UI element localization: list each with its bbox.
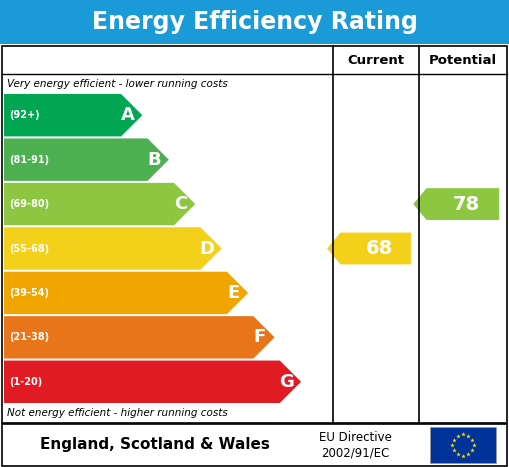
Polygon shape — [4, 94, 143, 136]
Text: Current: Current — [347, 54, 404, 66]
Polygon shape — [4, 138, 169, 181]
Text: Not energy efficient - higher running costs: Not energy efficient - higher running co… — [7, 408, 228, 418]
Text: (39-54): (39-54) — [9, 288, 49, 298]
Text: Very energy efficient - lower running costs: Very energy efficient - lower running co… — [7, 79, 228, 89]
Polygon shape — [413, 188, 499, 220]
Text: (92+): (92+) — [9, 110, 40, 120]
Polygon shape — [4, 183, 195, 225]
Bar — [0, 0, 509, 44]
Text: (1-20): (1-20) — [9, 377, 42, 387]
Bar — [430, 427, 496, 463]
Text: Potential: Potential — [429, 54, 497, 66]
Text: (69-80): (69-80) — [9, 199, 49, 209]
Text: A: A — [121, 106, 134, 124]
Text: E: E — [227, 284, 239, 302]
Polygon shape — [4, 361, 301, 403]
Bar — [2, 424, 507, 466]
Bar — [2, 46, 507, 423]
Text: England, Scotland & Wales: England, Scotland & Wales — [40, 438, 270, 453]
Text: (21-38): (21-38) — [9, 333, 49, 342]
Polygon shape — [327, 233, 411, 264]
Text: F: F — [253, 328, 266, 347]
Text: (81-91): (81-91) — [9, 155, 49, 165]
Text: 78: 78 — [453, 195, 480, 213]
Text: EU Directive
2002/91/EC: EU Directive 2002/91/EC — [319, 431, 391, 459]
Text: G: G — [279, 373, 294, 391]
Text: (55-68): (55-68) — [9, 243, 49, 254]
Polygon shape — [4, 316, 274, 359]
Polygon shape — [4, 227, 222, 270]
Text: D: D — [200, 240, 214, 257]
Text: C: C — [174, 195, 187, 213]
Text: B: B — [147, 151, 161, 169]
Text: 68: 68 — [365, 239, 393, 258]
Text: Energy Efficiency Rating: Energy Efficiency Rating — [92, 10, 417, 34]
Polygon shape — [4, 272, 248, 314]
